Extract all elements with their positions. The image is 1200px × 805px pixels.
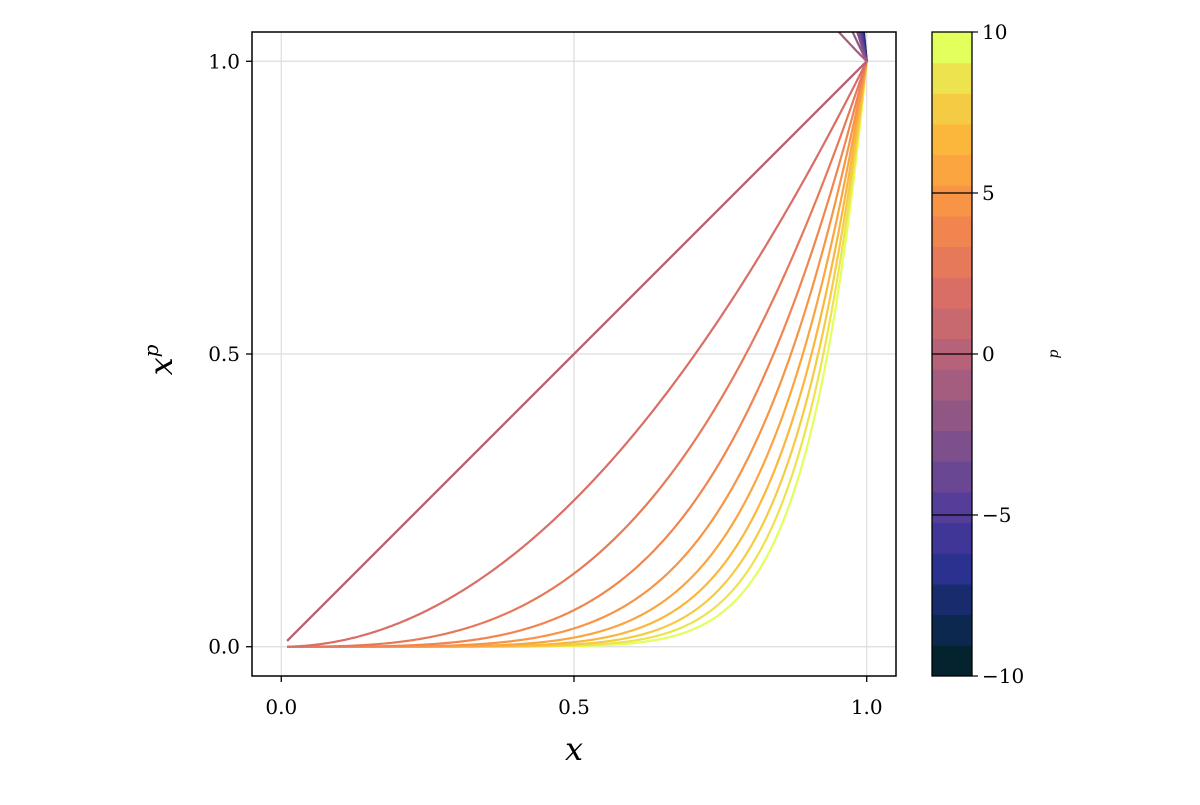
series-line-p-m4 xyxy=(858,32,868,62)
y-tick-label-2: 1.0 xyxy=(208,49,240,73)
colorbar-band-11 xyxy=(932,308,972,340)
colorbar-title: p xyxy=(1046,349,1062,358)
y-axis: 0.0 0.5 1.0 xyxy=(208,49,252,659)
x-tick-label-0: 0.0 xyxy=(265,695,297,719)
colorbar-tick-label-3: 5 xyxy=(982,181,995,205)
colorbar-tick-label-1: −5 xyxy=(982,503,1011,527)
x-tick-label-2: 1.0 xyxy=(851,695,883,719)
colorbar-band-7 xyxy=(932,430,972,462)
series-line-p-m7 xyxy=(861,32,868,62)
colorbar-band-14 xyxy=(932,216,972,248)
series-line-p-m5 xyxy=(859,32,868,62)
series-line-p-2 xyxy=(287,60,868,648)
colorbar-band-8 xyxy=(932,400,972,432)
series-line-p-m9 xyxy=(862,32,868,62)
colorbar: −10 −5 0 5 10 xyxy=(931,20,1024,688)
svg-text:xp: xp xyxy=(139,344,180,375)
colorbar-band-1 xyxy=(932,614,972,646)
series-line-p-m2 xyxy=(851,32,868,62)
y-axis-title: xp xyxy=(139,344,180,375)
series-line-p-m3 xyxy=(856,32,868,62)
colorbar-tick-label-2: 0 xyxy=(982,342,995,366)
colorbar-band-12 xyxy=(932,277,972,309)
colorbar-tick-label-4: 10 xyxy=(982,20,1007,44)
y-axis-title-exponent: p xyxy=(139,344,163,357)
colorbar-tick-label-0: −10 xyxy=(982,664,1024,688)
colorbar-band-3 xyxy=(932,553,972,585)
colorbar-band-0 xyxy=(932,645,972,677)
colorbar-band-13 xyxy=(932,246,972,278)
series-line-p-m8 xyxy=(862,32,868,62)
colorbar-band-19 xyxy=(932,62,972,94)
plot-area xyxy=(286,32,868,648)
colorbar-band-20 xyxy=(932,32,972,64)
series-line-p-3 xyxy=(287,60,868,648)
x-axis-title: x xyxy=(565,730,583,768)
series-line-p-4 xyxy=(287,61,868,648)
colorbar-band-17 xyxy=(932,124,972,156)
colorbar-frame xyxy=(931,31,973,677)
colorbar-band-15 xyxy=(932,185,972,217)
colorbar-band-5 xyxy=(932,492,972,524)
x-tick-label-1: 0.5 xyxy=(558,695,590,719)
series-line-p-m10 xyxy=(862,32,868,62)
colorbar-band-2 xyxy=(932,584,972,616)
colorbar-band-18 xyxy=(932,93,972,125)
y-tick-label-1: 0.5 xyxy=(208,342,240,366)
series-line-p-0 xyxy=(286,60,868,642)
series-line-p-m6 xyxy=(860,32,868,62)
series-line-p-m1 xyxy=(837,32,868,63)
colorbar-band-16 xyxy=(932,154,972,186)
y-axis-title-base: x xyxy=(142,357,180,375)
y-tick-label-0: 0.0 xyxy=(208,635,240,659)
colorbar-band-9 xyxy=(932,369,972,401)
colorbar-band-6 xyxy=(932,461,972,493)
x-axis: 0.0 0.5 1.0 xyxy=(265,676,883,719)
colorbar-band-4 xyxy=(932,522,972,554)
